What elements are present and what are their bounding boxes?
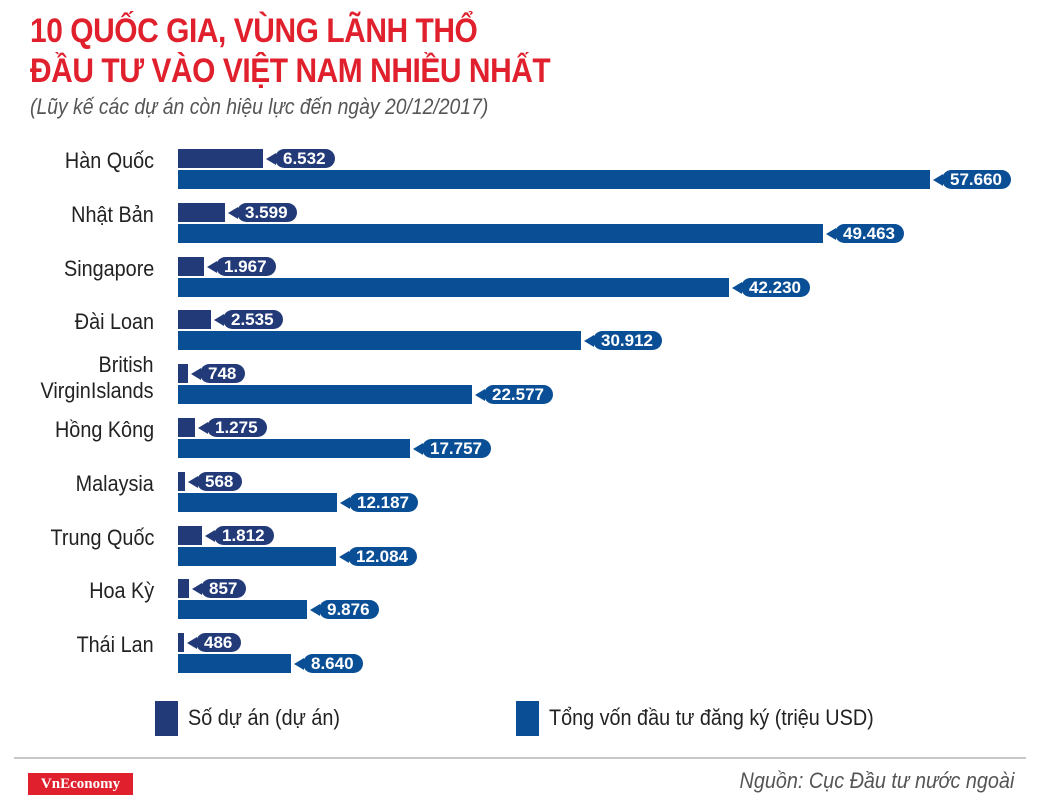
legend-item-count: Số dự án (dự án) <box>155 700 357 736</box>
count-value-label: 3.599 <box>228 202 297 222</box>
capital-bar <box>178 546 336 566</box>
capital-bar <box>178 223 823 243</box>
chart-row: British VirginIslands 748 22.577 <box>0 352 1040 408</box>
legend-label-capital: Tổng vốn đầu tư đăng ký (triệu USD) <box>549 705 874 730</box>
chart-row: Hồng Kông 1.275 17.757 <box>0 417 1040 462</box>
count-bar <box>178 310 211 330</box>
chart-row: Hàn Quốc 6.532 57.660 <box>0 148 1040 193</box>
capital-bar <box>178 600 307 620</box>
chart-title-line-1: 10 QUỐC GIA, VÙNG LÃNH THỔ <box>30 12 478 50</box>
capital-value-label: 12.084 <box>339 546 417 566</box>
count-value-label: 857 <box>191 579 247 599</box>
category-label: Đài Loan <box>74 309 154 335</box>
category-label: Hoa Kỳ <box>89 578 154 604</box>
legend-swatch-count <box>155 700 178 736</box>
capital-value-label: 49.463 <box>826 223 904 243</box>
count-value-label: 1.275 <box>198 418 267 437</box>
chart-title-line-2: ĐẦU TƯ VÀO VIỆT NAM NHIỀU NHẤT <box>30 52 551 90</box>
category-label: Hàn Quốc <box>64 148 154 173</box>
count-bar <box>178 471 185 491</box>
capital-value-label: 22.577 <box>475 385 553 405</box>
capital-value-label: 17.757 <box>413 439 491 458</box>
count-bar <box>178 525 202 545</box>
capital-bar <box>178 277 729 297</box>
count-value-label: 1.812 <box>205 525 274 545</box>
source-note: Nguồn: Cục Đầu tư nước ngoài <box>739 768 1014 793</box>
capital-bar <box>178 170 930 189</box>
capital-bar <box>178 439 410 458</box>
capital-bar <box>178 492 337 512</box>
chart-row: Trung Quốc 1.812 12.084 <box>0 524 1040 570</box>
chart-subtitle: (Lũy kế các dự án còn hiệu lực đến ngày … <box>30 94 489 119</box>
count-value-label: 568 <box>187 471 243 491</box>
category-label: Nhật Bản <box>71 201 154 227</box>
count-bar <box>178 633 184 653</box>
chart-row: Thái Lan 486 8.640 <box>0 632 1040 677</box>
count-value-label: 2.535 <box>214 310 283 330</box>
capital-bar <box>178 385 472 405</box>
capital-value-label: 42.230 <box>732 277 810 297</box>
category-label: Malaysia <box>75 470 154 496</box>
capital-value-label: 9.876 <box>310 600 379 620</box>
legend-swatch-capital <box>516 700 539 736</box>
category-label: Trung Quốc <box>50 524 154 550</box>
category-label: Singapore <box>63 255 154 281</box>
count-value-label: 748 <box>190 364 246 384</box>
category-label: British VirginIslands <box>40 352 154 404</box>
chart-row: Malaysia 568 12.187 <box>0 470 1040 516</box>
capital-value-label: 30.912 <box>584 331 662 351</box>
chart-row: Đài Loan 2.535 30.912 <box>0 309 1040 354</box>
capital-bar <box>178 654 291 674</box>
capital-value-label: 8.640 <box>294 654 363 674</box>
brand-logo: VnEconomy <box>28 773 133 795</box>
count-bar <box>178 256 204 276</box>
count-value-label: 6.532 <box>266 149 335 168</box>
capital-value-label: 57.660 <box>933 170 1011 189</box>
count-bar <box>178 202 225 222</box>
capital-value-label: 12.187 <box>340 492 418 512</box>
legend-label-count: Số dự án (dự án) <box>188 705 341 730</box>
count-bar <box>178 579 189 599</box>
count-value-label: 486 <box>186 633 242 653</box>
count-value-label: 1.967 <box>207 256 276 276</box>
legend: Số dự án (dự án) Tổng vốn đầu tư đăng ký… <box>0 700 1040 740</box>
count-bar <box>178 364 188 384</box>
chart-row: Nhật Bản 3.599 49.463 <box>0 201 1040 247</box>
footer-divider <box>14 757 1026 759</box>
capital-bar <box>178 331 581 351</box>
category-label: Hồng Kông <box>54 417 154 442</box>
bar-chart: Hàn Quốc 6.532 57.660 Nhật Bản 3.599 49.463 Si… <box>0 148 1040 677</box>
chart-row: Hoa Kỳ 857 9.876 <box>0 578 1040 623</box>
category-label: Thái Lan <box>76 632 154 658</box>
legend-item-capital: Tổng vốn đầu tư đăng ký (triệu USD) <box>516 700 910 736</box>
count-bar <box>178 418 195 437</box>
chart-row: Singapore 1.967 42.230 <box>0 255 1040 301</box>
count-bar <box>178 149 263 168</box>
